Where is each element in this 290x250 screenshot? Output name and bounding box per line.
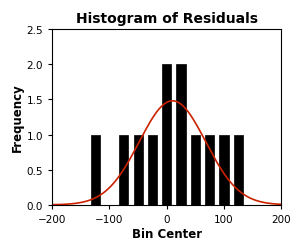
Bar	[119, 135, 128, 205]
Bar	[205, 135, 214, 205]
Bar	[234, 135, 243, 205]
Title: Histogram of Residuals: Histogram of Residuals	[76, 12, 258, 26]
Bar	[177, 65, 186, 205]
Y-axis label: Frequency: Frequency	[11, 83, 24, 152]
X-axis label: Bin Center: Bin Center	[132, 227, 202, 240]
Bar	[191, 135, 200, 205]
Bar	[162, 65, 171, 205]
Bar	[148, 135, 157, 205]
Bar	[90, 135, 100, 205]
Bar	[133, 135, 143, 205]
Bar	[220, 135, 229, 205]
